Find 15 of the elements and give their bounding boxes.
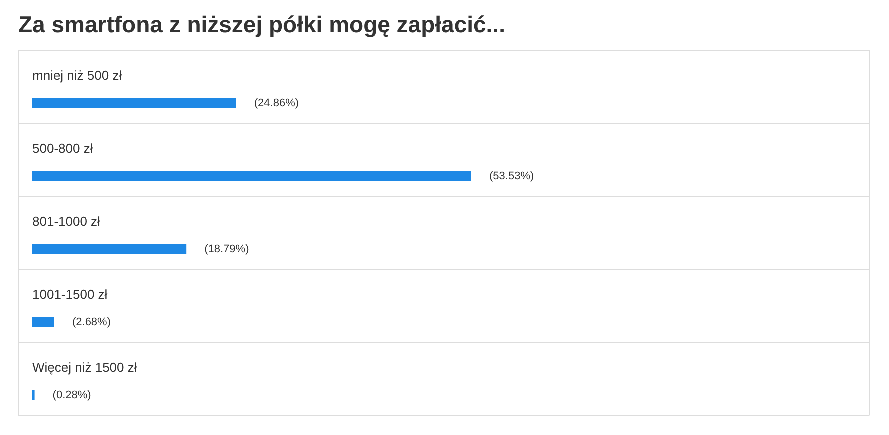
y-tick-label: 801-1000 zł (32, 214, 101, 229)
data-label: (53.53%) (490, 170, 534, 182)
data-label: (2.68%) (72, 316, 112, 328)
chart-title: Za smartfona z niższej półki mogę zapłacić... (18, 12, 506, 38)
y-tick-label: 1001-1500 zł (32, 287, 108, 302)
bar (32, 318, 54, 328)
data-label: (0.28%) (52, 390, 92, 402)
data-label: (18.79%) (204, 244, 250, 256)
y-tick-label: Więcej niż 1500 zł (32, 360, 138, 375)
y-tick-label: 500-800 zł (32, 141, 94, 156)
bar (32, 172, 472, 182)
data-label: (24.86%) (254, 98, 300, 110)
bar (32, 98, 236, 108)
y-tick-label: mniej niż 500 zł (32, 68, 122, 83)
bar (32, 244, 187, 254)
